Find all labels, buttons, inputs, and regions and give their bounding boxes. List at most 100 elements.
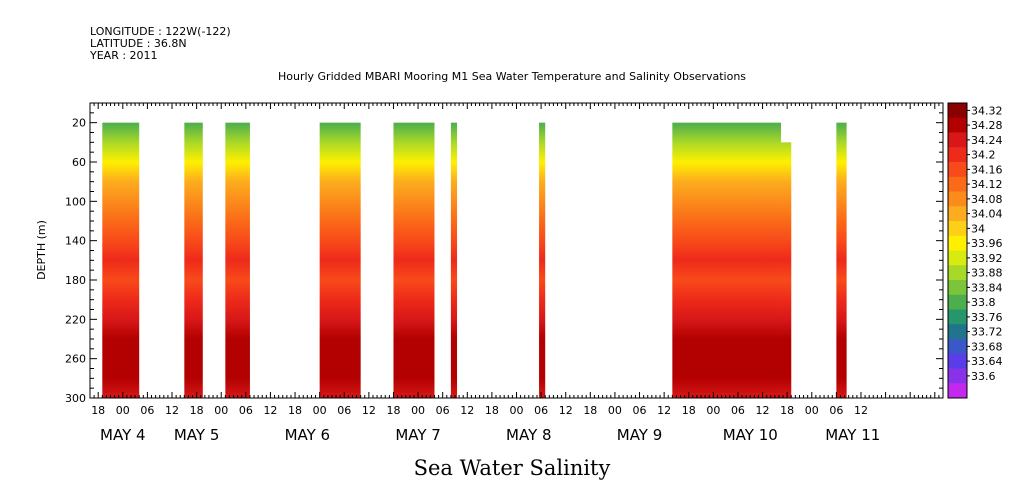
colorbar-cell	[948, 324, 967, 340]
colorbar-cell	[948, 280, 967, 296]
year-label: YEAR : 2011	[89, 49, 158, 62]
colorbar-label: 33.84	[971, 281, 1003, 294]
x-tick-label: 18	[780, 404, 794, 417]
x-tick-label: 18	[190, 404, 204, 417]
colorbar-label: 34.04	[971, 208, 1003, 221]
data-segment	[225, 122, 250, 399]
colorbar-cell	[948, 294, 967, 310]
y-tick-label: 20	[72, 117, 86, 130]
colorbar-label: 34.2	[971, 149, 996, 162]
plot-frame	[89, 102, 944, 399]
colorbar: 34.3234.2834.2434.234.1634.1234.0834.043…	[947, 102, 1003, 399]
day-label: MAY 5	[174, 426, 220, 444]
y-tick-label: 260	[65, 353, 86, 366]
day-label: MAY 10	[723, 426, 778, 444]
colorbar-cell	[948, 221, 967, 237]
day-label: MAY 6	[285, 426, 331, 444]
data-segment	[781, 142, 792, 398]
colorbar-label: 34	[971, 222, 985, 235]
data-segments	[102, 122, 847, 399]
y-tick-label: 220	[65, 313, 86, 326]
colorbar-cell	[948, 235, 967, 251]
y-tick-label: 100	[65, 195, 86, 208]
data-segment	[539, 122, 546, 399]
data-segment	[836, 122, 847, 399]
latitude-label: LATITUDE : 36.8N	[90, 37, 187, 50]
x-tick-label: 12	[657, 404, 671, 417]
x-tick-label: 18	[485, 404, 499, 417]
x-tick-label: 06	[337, 404, 351, 417]
x-tick-label: 06	[534, 404, 548, 417]
colorbar-label: 33.92	[971, 252, 1003, 265]
colorbar-label: 34.16	[971, 163, 1003, 176]
colorbar-cell	[948, 265, 967, 281]
chart-title: Hourly Gridded MBARI Mooring M1 Sea Wate…	[278, 70, 746, 83]
x-tick-label: 00	[411, 404, 425, 417]
plot-axes: 18 00 06 12 18 00 06 12 18 00 06 12 18 00 06 12 18 00 06 12…	[65, 102, 944, 444]
colorbar-cell	[948, 191, 967, 207]
x-tick-label: 00	[510, 404, 524, 417]
x-tick-label: 12	[854, 404, 868, 417]
day-label: MAY 11	[825, 426, 880, 444]
x-tick-label: 06	[436, 404, 450, 417]
x-tick-label: 18	[288, 404, 302, 417]
colorbar-label: 33.88	[971, 267, 1003, 280]
colorbar-label: 34.32	[971, 104, 1003, 117]
day-label: MAY 7	[395, 426, 441, 444]
colorbar-label: 33.6	[971, 370, 996, 383]
colorbar-cell	[948, 132, 967, 148]
data-segment	[393, 122, 435, 399]
colorbar-cell	[948, 162, 967, 178]
data-segment	[672, 122, 782, 399]
colorbar-cell	[948, 103, 967, 119]
x-tick-label: 12	[362, 404, 376, 417]
colorbar-label: 34.08	[971, 193, 1003, 206]
colorbar-label: 33.96	[971, 237, 1003, 250]
colorbar-cell	[948, 250, 967, 266]
data-segment	[319, 122, 361, 399]
x-tick-label: 00	[313, 404, 327, 417]
colorbar-cell	[948, 368, 967, 384]
x-tick-label: 18	[682, 404, 696, 417]
colorbar-cell	[948, 206, 967, 222]
longitude-label: LONGITUDE : 122W(-122)	[90, 25, 231, 38]
data-segment	[102, 122, 140, 399]
x-tick-label: 12	[165, 404, 179, 417]
colorbar-label: 33.72	[971, 326, 1003, 339]
colorbar-label: 33.8	[971, 296, 996, 309]
colorbar-cell	[948, 176, 967, 192]
x-tick-label: 18	[91, 404, 105, 417]
x-tick-label: 00	[608, 404, 622, 417]
colorbar-cell	[948, 383, 967, 399]
x-tick-label: 12	[559, 404, 573, 417]
colorbar-label: 34.12	[971, 178, 1003, 191]
data-segment	[184, 122, 203, 399]
x-tick-label: 18	[386, 404, 400, 417]
x-tick-label: 06	[829, 404, 843, 417]
x-tick-label: 06	[140, 404, 154, 417]
x-tick-label: 00	[805, 404, 819, 417]
day-label: MAY 9	[617, 426, 663, 444]
colorbar-label: 33.68	[971, 340, 1003, 353]
colorbar-cell	[948, 339, 967, 355]
colorbar-cell	[948, 309, 967, 325]
colorbar-cell	[948, 117, 967, 133]
x-tick-label: 00	[116, 404, 130, 417]
x-tick-label: 12	[263, 404, 277, 417]
colorbar-label: 34.28	[971, 119, 1003, 132]
x-axis-title: Sea Water Salinity	[414, 456, 611, 480]
x-tick-label: 06	[239, 404, 253, 417]
x-tick-label: 06	[731, 404, 745, 417]
x-tick-label: 00	[214, 404, 228, 417]
x-tick-label: 12	[756, 404, 770, 417]
day-label: MAY 8	[506, 426, 552, 444]
colorbar-label: 33.76	[971, 311, 1003, 324]
data-segment	[450, 122, 458, 399]
y-tick-label: 140	[65, 235, 86, 248]
colorbar-cell	[948, 147, 967, 163]
colorbar-cell	[948, 353, 967, 369]
colorbar-label: 33.64	[971, 355, 1003, 368]
colorbar-label: 34.24	[971, 134, 1003, 147]
y-tick-label: 60	[72, 156, 86, 169]
